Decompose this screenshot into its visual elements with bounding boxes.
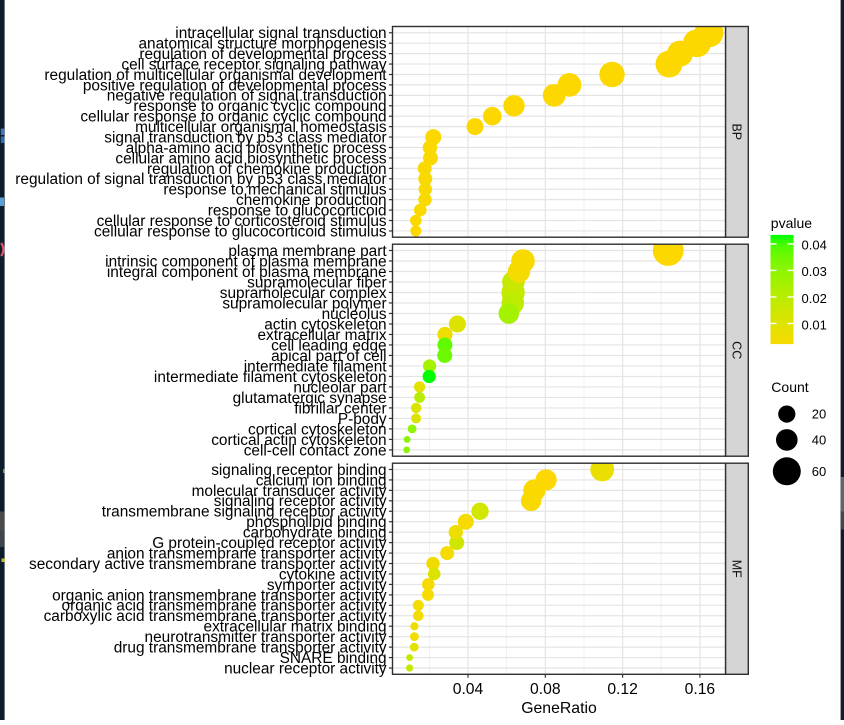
svg-text:0.02: 0.02 bbox=[802, 291, 827, 306]
svg-text:MF: MF bbox=[730, 560, 744, 578]
svg-text:chemokine production: chemokine production bbox=[236, 192, 387, 209]
svg-text:regulation of signal transduct: regulation of signal transduction by p53… bbox=[15, 171, 386, 188]
svg-text:cell-cell contact zone: cell-cell contact zone bbox=[244, 442, 387, 459]
svg-text:response to glucocorticoid: response to glucocorticoid bbox=[208, 202, 387, 219]
svg-text:0.12: 0.12 bbox=[607, 681, 638, 698]
svg-text:anatomical structure morphogen: anatomical structure morphogenesis bbox=[139, 36, 387, 53]
svg-text:pvalue: pvalue bbox=[771, 215, 812, 231]
svg-text:signaling receptor binding: signaling receptor binding bbox=[211, 462, 386, 479]
svg-text:signaling receptor activity: signaling receptor activity bbox=[214, 493, 387, 510]
svg-text:nucleolar part: nucleolar part bbox=[293, 379, 387, 396]
svg-text:organic anion transmembrane tr: organic anion transmembrane transporter … bbox=[52, 587, 387, 604]
svg-text:intermediate filament: intermediate filament bbox=[244, 358, 388, 375]
svg-text:40: 40 bbox=[812, 433, 826, 448]
svg-text:G protein-coupled receptor act: G protein-coupled receptor activity bbox=[152, 535, 387, 552]
svg-text:fibrillar center: fibrillar center bbox=[294, 400, 386, 417]
svg-text:response to mechanical stimulu: response to mechanical stimulus bbox=[163, 182, 387, 199]
svg-text:intrinsic component of plasma: intrinsic component of plasma membrane bbox=[105, 253, 386, 270]
svg-text:apical part of cell: apical part of cell bbox=[271, 348, 387, 365]
svg-text:organic acid transmembrane tra: organic acid transmembrane transporter a… bbox=[62, 598, 387, 615]
svg-text:multicellular organismal homeo: multicellular organismal homeostasis bbox=[135, 119, 387, 136]
svg-text:nuclear receptor activity: nuclear receptor activity bbox=[224, 660, 387, 677]
svg-text:P-body: P-body bbox=[338, 411, 387, 428]
svg-text:intermediate filament cytoskel: intermediate filament cytoskeleton bbox=[154, 369, 387, 386]
svg-text:0.03: 0.03 bbox=[802, 264, 827, 279]
svg-text:drug transmembrane transporter: drug transmembrane transporter activity bbox=[114, 640, 387, 657]
svg-text:alpha-amino acid biosynthetic: alpha-amino acid biosynthetic process bbox=[126, 140, 387, 157]
svg-text:cell leading edge: cell leading edge bbox=[271, 337, 387, 354]
svg-text:intracellular signal transduct: intracellular signal transduction bbox=[175, 25, 386, 42]
svg-text:signal transduction by p53 cla: signal transduction by p53 class mediato… bbox=[104, 129, 386, 146]
svg-text:carboxylic acid transmembrane: carboxylic acid transmembrane transporte… bbox=[44, 608, 387, 625]
svg-text:regulation of developmental pr: regulation of developmental process bbox=[139, 46, 387, 63]
svg-text:glutamatergic synapse: glutamatergic synapse bbox=[233, 390, 387, 407]
svg-text:positive regulation of develop: positive regulation of developmental pro… bbox=[83, 77, 387, 94]
svg-text:molecular transducer activity: molecular transducer activity bbox=[192, 483, 387, 500]
svg-text:extracellular matrix: extracellular matrix bbox=[257, 327, 386, 344]
svg-text:cellular response to corticost: cellular response to corticosteroid stim… bbox=[97, 213, 387, 230]
svg-text:response to organic cyclic com: response to organic cyclic compound bbox=[133, 98, 386, 115]
svg-text:0.04: 0.04 bbox=[802, 238, 827, 253]
svg-text:calcium ion binding: calcium ion binding bbox=[256, 472, 387, 489]
svg-text:cellular response to glucocort: cellular response to glucocorticoid stim… bbox=[94, 223, 387, 240]
svg-text:neurotransmitter transporter a: neurotransmitter transporter activity bbox=[145, 629, 387, 646]
svg-text:plasma membrane part: plasma membrane part bbox=[228, 243, 387, 260]
svg-text:supramolecular polymer: supramolecular polymer bbox=[222, 295, 386, 312]
svg-text:20: 20 bbox=[812, 407, 826, 422]
svg-text:cortical actin cytoskeleton: cortical actin cytoskeleton bbox=[211, 432, 386, 449]
svg-text:anion transmembrane transporte: anion transmembrane transporter activity bbox=[107, 545, 387, 562]
svg-text:BP: BP bbox=[730, 123, 744, 140]
svg-text:Count: Count bbox=[771, 379, 808, 395]
svg-text:secondary active transmembrane: secondary active transmembrane transport… bbox=[29, 556, 387, 573]
svg-text:supramolecular complex: supramolecular complex bbox=[220, 285, 387, 302]
svg-text:extracellular matrix binding: extracellular matrix binding bbox=[204, 619, 387, 636]
svg-text:SNARE binding: SNARE binding bbox=[280, 650, 387, 667]
svg-text:symporter activity: symporter activity bbox=[267, 577, 387, 594]
svg-text:0.04: 0.04 bbox=[453, 681, 484, 698]
svg-text:regulation of multicellular or: regulation of multicellular organismal d… bbox=[44, 67, 387, 84]
svg-text:cell surface receptor signalin: cell surface receptor signaling pathway bbox=[121, 56, 387, 73]
svg-text:0.08: 0.08 bbox=[530, 681, 561, 698]
svg-text:actin cytoskeleton: actin cytoskeleton bbox=[264, 316, 386, 333]
svg-text:0.16: 0.16 bbox=[685, 681, 716, 698]
svg-text:cortical cytoskeleton: cortical cytoskeleton bbox=[248, 421, 387, 438]
svg-text:60: 60 bbox=[812, 464, 826, 479]
svg-text:regulation of chemokine produc: regulation of chemokine production bbox=[147, 161, 387, 178]
svg-text:integral component of plasma m: integral component of plasma membrane bbox=[107, 264, 387, 281]
svg-text:carbohydrate binding: carbohydrate binding bbox=[243, 525, 387, 542]
svg-text:CC: CC bbox=[730, 341, 744, 359]
svg-text:cytokine activity: cytokine activity bbox=[279, 566, 387, 583]
svg-text:GeneRatio: GeneRatio bbox=[521, 700, 597, 717]
svg-text:cellular amino acid biosynthet: cellular amino acid biosynthetic process bbox=[115, 150, 386, 167]
svg-text:transmembrane signaling recept: transmembrane signaling receptor activit… bbox=[102, 504, 387, 521]
svg-text:phospholipid binding: phospholipid binding bbox=[246, 514, 386, 531]
svg-text:supramolecular fiber: supramolecular fiber bbox=[247, 274, 386, 291]
svg-text:negative regulation of signal: negative regulation of signal transducti… bbox=[107, 88, 387, 105]
svg-text:nucleolus: nucleolus bbox=[322, 306, 387, 323]
svg-text:0.01: 0.01 bbox=[802, 317, 827, 332]
svg-text:cellular response to organic c: cellular response to organic cyclic comp… bbox=[80, 109, 386, 126]
